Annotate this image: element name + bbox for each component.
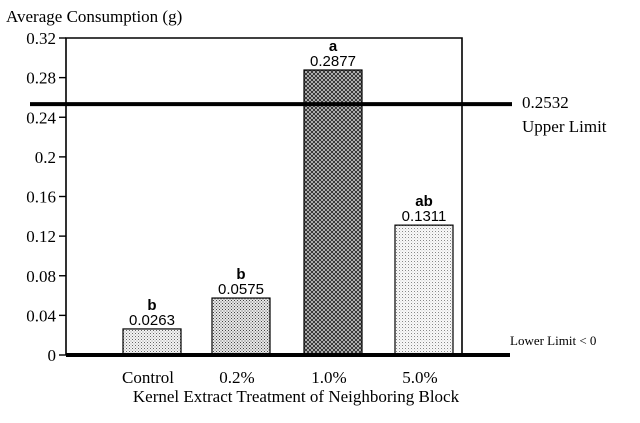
y-tick-label: 0.12 [26, 227, 56, 246]
upper-limit-value-label: 0.2532 [522, 93, 569, 112]
bar [211, 297, 271, 356]
bar [394, 224, 454, 356]
bar-value-label: 0.2877 [310, 53, 356, 70]
bar-value-label: 0.0575 [218, 281, 264, 298]
y-axis-title: Average Consumption (g) [6, 7, 182, 26]
significance-letter: b [236, 266, 245, 283]
y-tick-label: 0.04 [26, 306, 56, 325]
y-tick-label: 0.28 [26, 69, 56, 88]
bar [122, 328, 182, 356]
y-tick-label: 0.16 [26, 188, 56, 207]
x-axis-title: Kernel Extract Treatment of Neighboring … [133, 387, 460, 406]
x-tick-label: 0.2% [219, 368, 254, 387]
y-axis: 0 0.04 0.08 0.12 0.16 0.2 0.24 0.28 0.32 [26, 29, 66, 365]
y-tick-label: 0.32 [26, 29, 56, 48]
bars: 0.0263bControl0.0575b0.2%0.2877a1.0%0.13… [122, 38, 454, 387]
limit-lines [30, 102, 512, 357]
y-tick-label: 0 [48, 346, 57, 365]
y-tick-label: 0.2 [35, 148, 56, 167]
significance-letter: ab [415, 193, 433, 210]
lower-limit-label: Lower Limit < 0 [510, 333, 596, 348]
upper-limit-label: Upper Limit [522, 117, 607, 136]
x-tick-label: Control [122, 368, 174, 387]
x-tick-label: 5.0% [402, 368, 437, 387]
y-tick-label: 0.24 [26, 108, 56, 127]
bar-value-label: 0.1311 [402, 208, 447, 225]
x-tick-label: 1.0% [311, 368, 346, 387]
bar [303, 69, 363, 356]
y-tick-label: 0.08 [26, 267, 56, 286]
significance-letter: a [329, 38, 338, 55]
significance-letter: b [147, 297, 156, 314]
bar-value-label: 0.0263 [129, 312, 175, 329]
